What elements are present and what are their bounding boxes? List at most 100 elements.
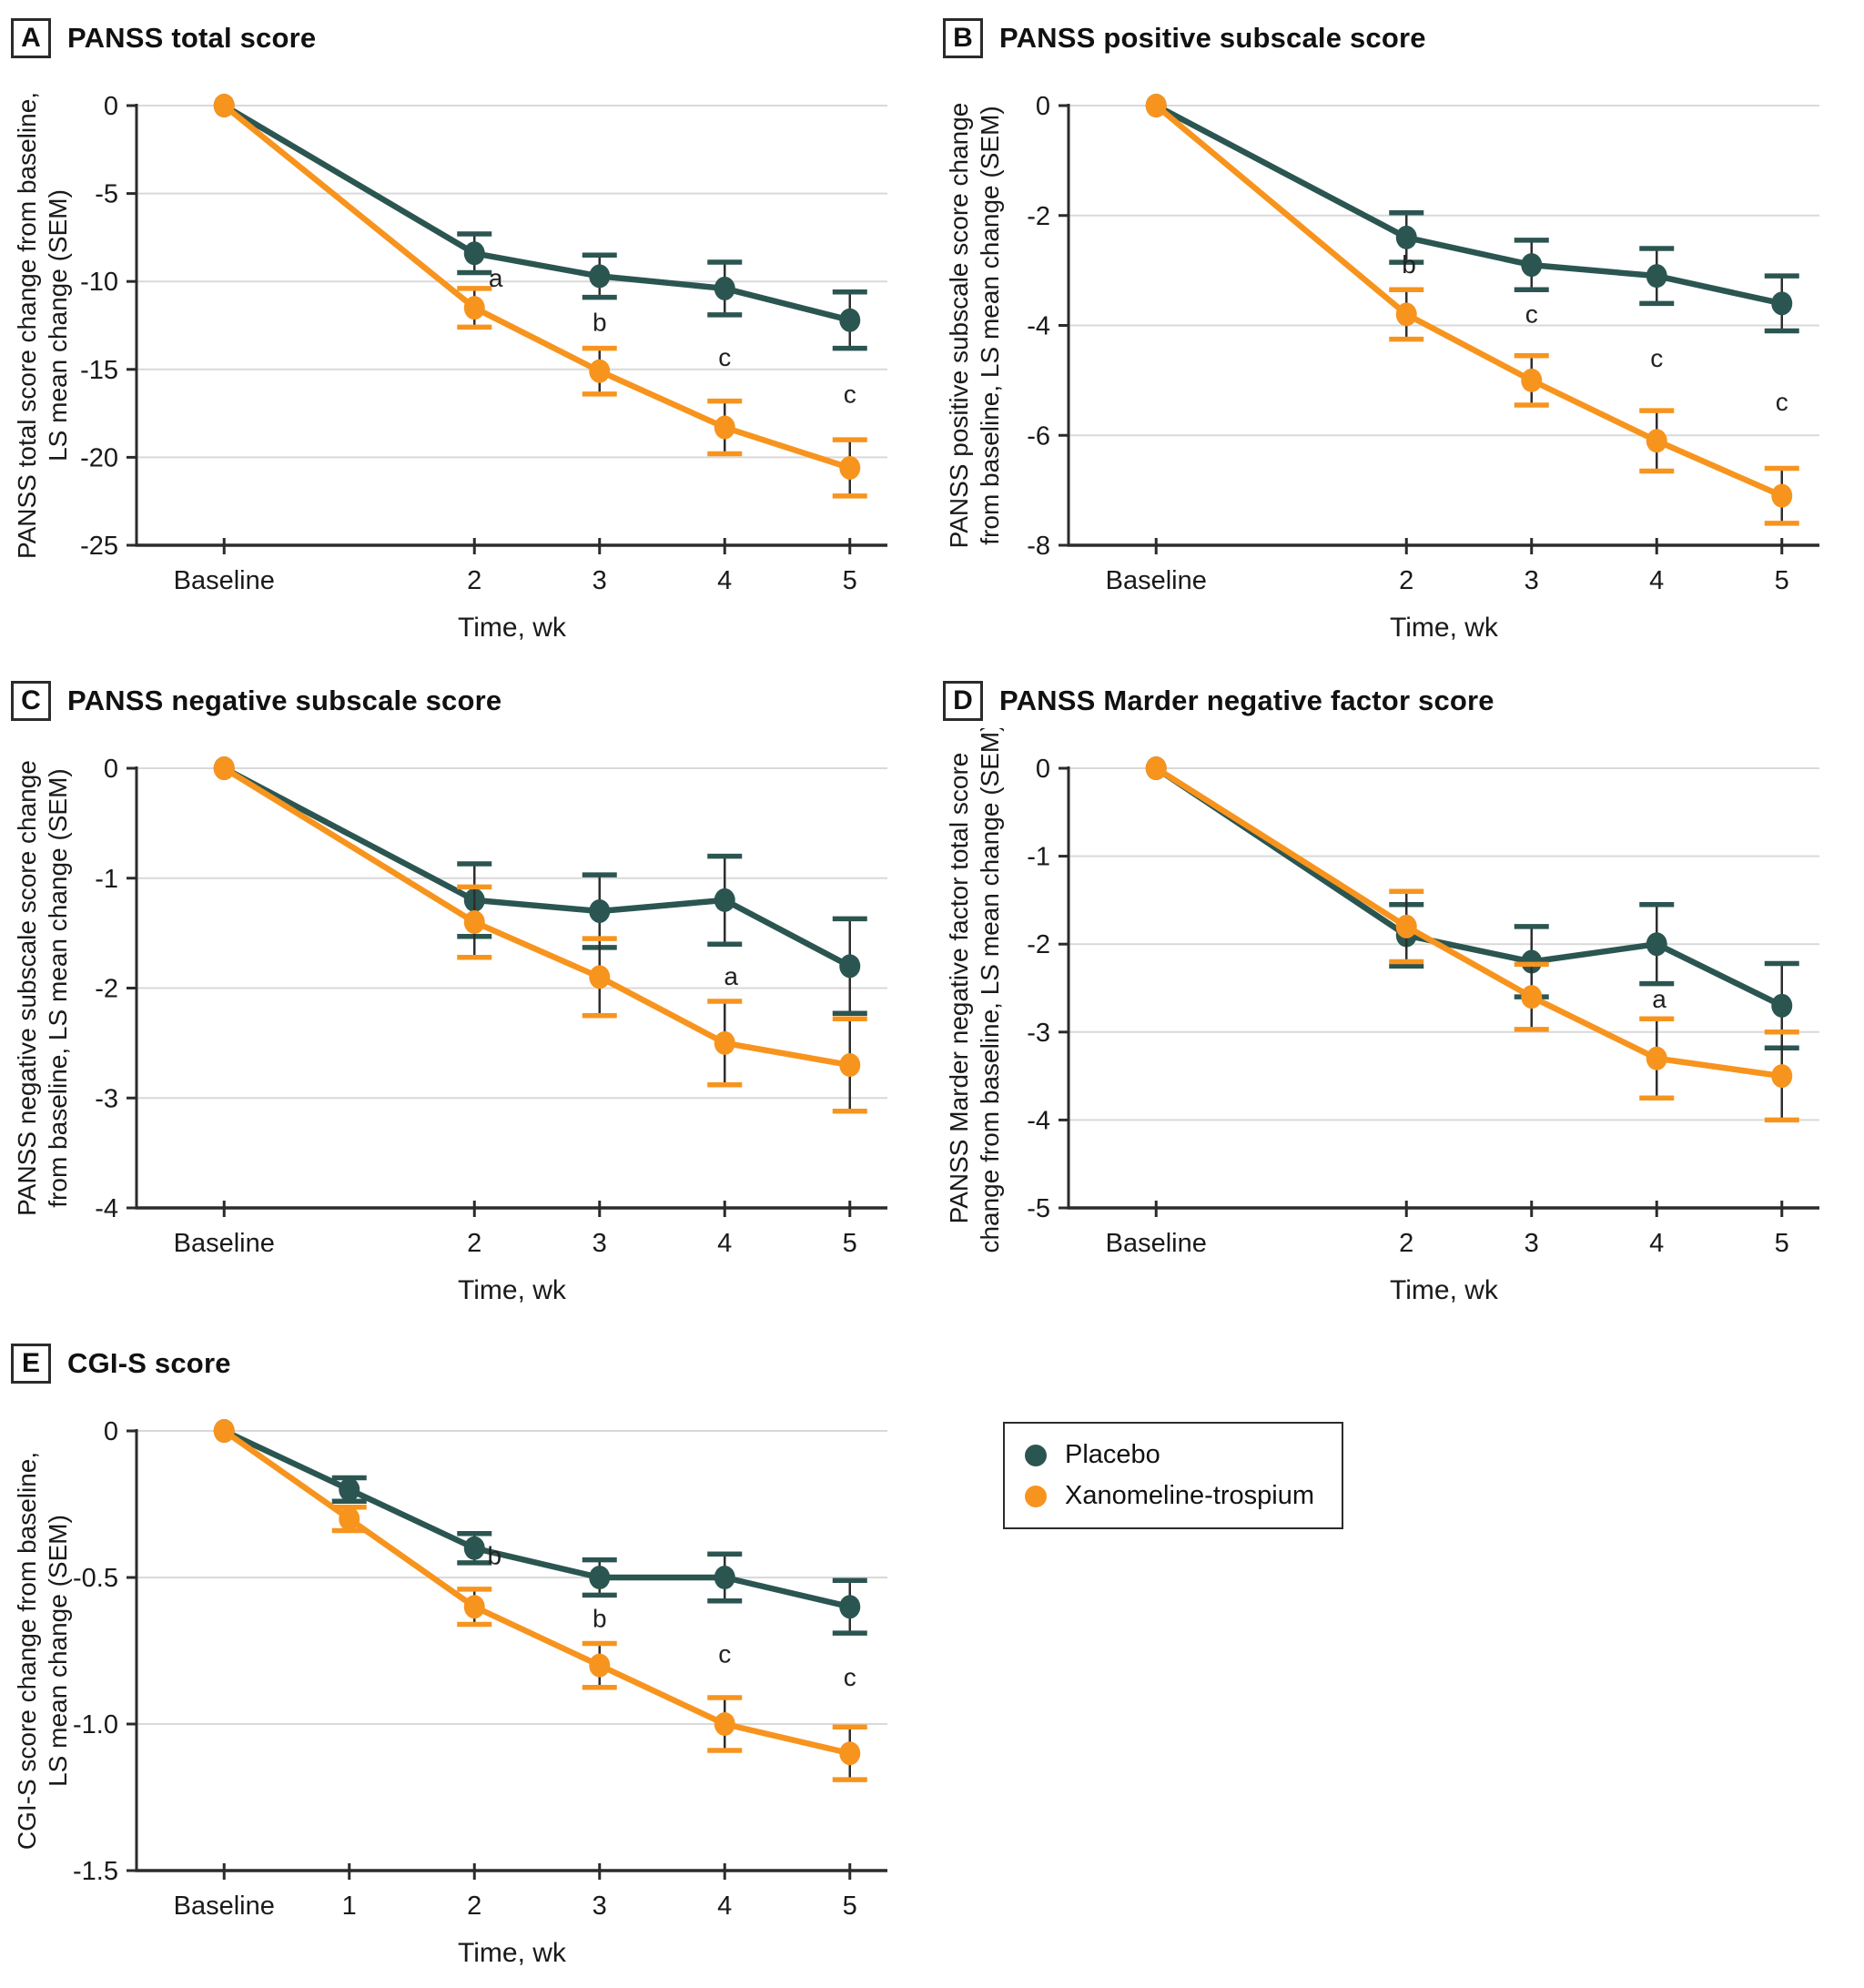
x-tick-label: 3 bbox=[593, 566, 607, 595]
data-point-marker bbox=[589, 359, 611, 383]
axes: 0 -5 -10 -15 -20 -25 Baseline 2 3 4 5 bbox=[80, 92, 887, 595]
panel-b-header: B PANSS positive subscale score bbox=[932, 0, 1864, 62]
x-tick-label: Baseline bbox=[174, 566, 275, 595]
x-axis-title: Time, wk bbox=[1390, 613, 1499, 643]
gridlines bbox=[137, 105, 887, 459]
legend-item-placebo: Placebo bbox=[1025, 1440, 1314, 1470]
gridlines bbox=[1069, 105, 1819, 437]
y-tick-label: -1.0 bbox=[73, 1710, 118, 1740]
series-xanomeline-trospium bbox=[213, 94, 867, 499]
series-placebo bbox=[213, 94, 867, 351]
axes: 0 -0.5 -1.0 -1.5 Baseline 1 2 3 4 5 bbox=[73, 1417, 887, 1921]
data-point-marker bbox=[839, 954, 861, 979]
data-point-marker bbox=[1395, 225, 1417, 249]
data-point-marker bbox=[463, 910, 485, 935]
panel-d-label-box: D bbox=[943, 681, 983, 721]
data-point-marker bbox=[1646, 1046, 1667, 1070]
data-point-marker bbox=[589, 898, 611, 923]
x-tick-label: 3 bbox=[593, 1892, 607, 1921]
x-axis-title: Time, wk bbox=[458, 1938, 567, 1968]
x-tick-label: 2 bbox=[467, 1229, 481, 1258]
data-point-marker bbox=[1771, 1064, 1793, 1089]
data-point-marker bbox=[1646, 932, 1667, 957]
significance-letter: c bbox=[1650, 344, 1663, 372]
series-legend: Placebo Xanomeline-trospium bbox=[1003, 1422, 1344, 1529]
series-placebo bbox=[1145, 94, 1799, 334]
x-tick-label: 2 bbox=[1399, 1229, 1413, 1258]
y-tick-label: 0 bbox=[104, 1417, 118, 1446]
data-point-marker bbox=[1771, 291, 1793, 316]
y-axis-title: PANSS total score change from baseline, L… bbox=[13, 92, 72, 559]
x-tick-label: 4 bbox=[717, 566, 732, 595]
gridlines bbox=[137, 767, 887, 1100]
y-axis-title: PANSS positive subscale score change from… bbox=[945, 103, 1004, 549]
x-axis-title: Time, wk bbox=[1390, 1275, 1499, 1305]
data-point-marker bbox=[1646, 429, 1667, 453]
y-tick-label: -1.5 bbox=[73, 1857, 118, 1886]
x-tick-label: 5 bbox=[843, 1229, 857, 1258]
series-line-xanomeline-trospium bbox=[222, 1428, 851, 1757]
x-tick-label: Baseline bbox=[174, 1229, 275, 1258]
data-point-marker bbox=[1395, 302, 1417, 327]
data-point-marker bbox=[213, 756, 235, 780]
series-xanomeline-trospium bbox=[213, 1419, 867, 1782]
data-point-marker bbox=[589, 965, 611, 989]
series-xanomeline-trospium bbox=[1145, 94, 1799, 526]
significance-letter: c bbox=[844, 1663, 856, 1691]
x-tick-label: 5 bbox=[843, 566, 857, 595]
series-xanomeline-trospium bbox=[213, 756, 867, 1114]
x-tick-label: Baseline bbox=[1106, 566, 1207, 595]
legend-label: Placebo bbox=[1065, 1440, 1160, 1469]
panel-d-header: D PANSS Marder negative factor score bbox=[932, 663, 1864, 725]
x-tick-label: 4 bbox=[1649, 566, 1664, 595]
y-tick-label: -3 bbox=[1027, 1019, 1050, 1048]
series-line-placebo bbox=[222, 766, 852, 969]
series-line-xanomeline-trospium bbox=[1154, 103, 1784, 499]
significance-letter: b bbox=[593, 1605, 607, 1633]
axes: 0 -2 -4 -6 -8 Baseline 2 3 4 5 bbox=[1027, 92, 1819, 595]
data-point-marker bbox=[1521, 253, 1543, 278]
significance-letter: c bbox=[1525, 299, 1538, 328]
data-point-marker bbox=[213, 1419, 235, 1443]
data-point-marker bbox=[463, 241, 485, 266]
y-tick-label: -5 bbox=[1027, 1194, 1050, 1223]
series-placebo bbox=[213, 1419, 867, 1636]
x-tick-label: 4 bbox=[1649, 1229, 1664, 1258]
data-point-marker bbox=[839, 308, 861, 332]
axes: 0 -1 -2 -3 -4 -5 Baseline 2 3 4 5 bbox=[1027, 755, 1819, 1258]
data-point-marker bbox=[714, 888, 735, 912]
gridlines bbox=[1069, 767, 1819, 1121]
data-point-marker bbox=[1771, 993, 1793, 1018]
legend-label: Xanomeline-trospium bbox=[1065, 1481, 1315, 1510]
data-point-marker bbox=[839, 1053, 861, 1078]
x-tick-label: 2 bbox=[467, 1892, 481, 1921]
y-tick-label: -2 bbox=[1027, 202, 1050, 231]
data-point-marker bbox=[714, 1712, 735, 1736]
significance-letter: c bbox=[718, 1639, 731, 1668]
data-point-marker bbox=[1521, 368, 1543, 392]
significance-letter: b bbox=[1402, 250, 1416, 279]
panel-c-header: C PANSS negative subscale score bbox=[0, 663, 932, 725]
y-tick-label: -4 bbox=[95, 1194, 118, 1223]
data-point-marker bbox=[463, 1595, 485, 1619]
panel-e-title: CGI-S score bbox=[67, 1347, 231, 1379]
panel-b: B PANSS positive subscale score 0 -2 -4 -6 -… bbox=[932, 0, 1864, 663]
data-point-marker bbox=[463, 1536, 485, 1560]
data-point-marker bbox=[1771, 483, 1793, 508]
y-tick-label: 0 bbox=[1036, 755, 1050, 784]
data-point-marker bbox=[714, 1566, 735, 1589]
y-tick-label: -0.5 bbox=[73, 1564, 118, 1593]
gridlines bbox=[137, 1430, 887, 1725]
y-tick-label: -3 bbox=[95, 1084, 118, 1113]
data-point-marker bbox=[1145, 94, 1167, 117]
data-point-marker bbox=[839, 455, 861, 480]
data-point-marker bbox=[589, 264, 611, 289]
y-tick-label: -1 bbox=[1027, 843, 1050, 872]
panel-a-title: PANSS total score bbox=[67, 22, 317, 54]
y-tick-label: -8 bbox=[1027, 532, 1050, 561]
data-point-marker bbox=[1395, 914, 1417, 938]
panel-c-title: PANSS negative subscale score bbox=[67, 685, 502, 716]
x-tick-label: 5 bbox=[843, 1892, 857, 1921]
x-axis-title: Time, wk bbox=[458, 613, 567, 643]
